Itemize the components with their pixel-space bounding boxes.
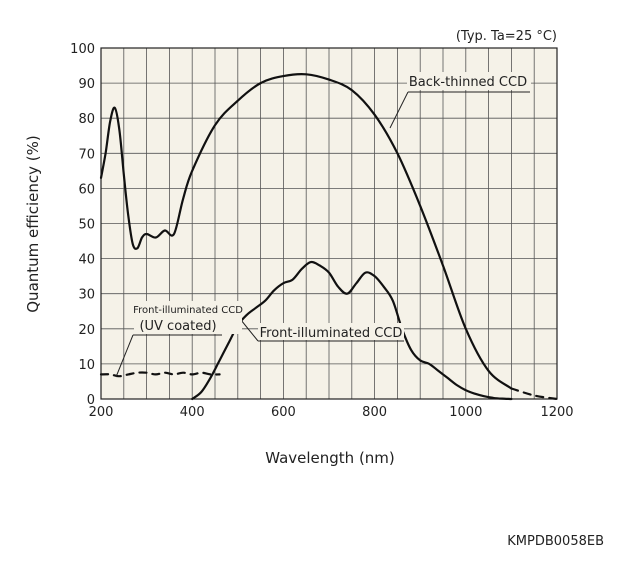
y-tick-label: 30 [78, 288, 95, 303]
y-tick-label: 0 [87, 393, 95, 408]
y-tick-label: 40 [78, 253, 95, 268]
front-illuminated-label-bg [258, 323, 404, 340]
x-tick-label: 1200 [540, 405, 573, 420]
figure-code: KMPDB0058EB [507, 534, 604, 549]
front-illuminated-ccd-curve [191, 260, 513, 401]
x-tick-label: 1000 [449, 405, 482, 420]
uv-coated-label-bg [134, 301, 242, 334]
plot-frame [100, 47, 558, 400]
y-tick-label: 70 [78, 147, 95, 162]
condition-note: (Typ. Ta=25 °C) [456, 29, 557, 44]
uv-coated-label-line1: Front-illuminated CCD [133, 305, 243, 316]
y-tick-label: 90 [78, 77, 95, 92]
x-tick-label: 200 [89, 405, 114, 420]
y-tick-label: 80 [78, 112, 95, 127]
y-tick-label: 100 [70, 42, 95, 57]
series-layer [99, 73, 559, 401]
y-tick-label: 20 [78, 323, 95, 338]
y-tick-label: 60 [78, 182, 95, 197]
front-illuminated-label: Front-illuminated CCD [260, 326, 403, 341]
back-thinned-label-bg [407, 72, 531, 90]
axis-ticks: 200 400 600 800 1000 1200 0 10 20 30 40 50 60 70 80 90 1… [70, 42, 573, 420]
back-thinned-label: Back-thinned CCD [409, 75, 527, 90]
back-thinned-ccd-curve [99, 73, 513, 390]
x-axis-label: Wavelength (nm) [265, 449, 395, 467]
uv-coated-label-line2: (UV coated) [139, 319, 216, 334]
back-thinned-leader-diag [389, 91, 409, 129]
y-axis-label: Quantum efficiency (%) [24, 135, 42, 313]
back-thinned-ccd-extension [510, 387, 559, 401]
uv-coated-leader-diag [115, 334, 134, 378]
y-tick-label: 50 [78, 218, 95, 233]
uv-coated-ccd-curve [99, 371, 221, 378]
x-tick-label: 600 [271, 405, 296, 420]
y-tick-label: 10 [78, 358, 95, 373]
x-tick-label: 400 [180, 405, 205, 420]
front-illuminated-leader-diag [240, 319, 259, 342]
grid-lines [101, 48, 557, 399]
x-tick-label: 800 [362, 405, 387, 420]
